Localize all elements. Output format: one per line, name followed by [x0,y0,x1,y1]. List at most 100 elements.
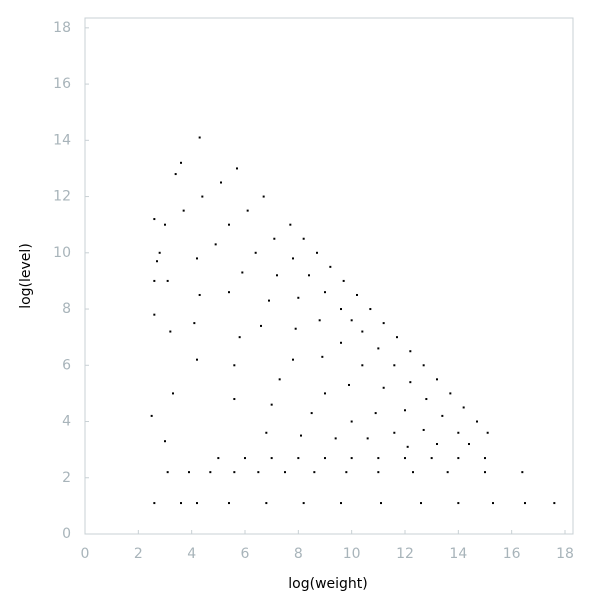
point [404,409,406,412]
point [268,299,270,302]
point [297,296,300,299]
x-axis-title: log(weight) [288,576,367,592]
point [425,398,428,401]
point [441,414,444,417]
point [342,279,345,282]
point [241,271,244,274]
y-axis-title: log(level) [18,243,34,309]
point [150,414,153,417]
point [369,308,372,311]
point [153,502,156,505]
point [321,355,324,358]
point [238,336,241,339]
y-tick-label: 12 [53,189,71,205]
point [278,378,281,381]
point [292,257,294,260]
y-tick-label: 18 [53,20,71,36]
point [228,502,230,505]
point [246,209,249,212]
x-tick-label: 0 [81,546,90,562]
x-tick-label: 10 [343,546,361,562]
point [302,502,305,505]
point [284,471,286,474]
point [409,350,412,353]
x-tick-label: 16 [503,546,521,562]
point [244,457,246,460]
plot-frame [84,17,574,535]
point [233,398,236,401]
point [209,471,212,474]
point [377,471,380,474]
point [345,471,348,474]
point [182,209,185,212]
point [521,471,524,474]
point [300,434,302,437]
point [404,457,406,460]
y-tick-label: 6 [62,357,71,373]
point [476,420,478,423]
point [228,223,230,226]
point [553,502,556,505]
x-tick-label: 18 [556,546,574,562]
point [265,431,268,434]
point [382,386,385,389]
point [382,322,385,325]
point [348,383,350,386]
y-tick-label: 4 [62,414,71,430]
point [180,502,182,505]
point [356,293,358,296]
point [310,412,313,415]
point [350,420,353,423]
point [324,457,326,460]
point [164,223,166,226]
point [153,279,156,282]
point [198,136,201,139]
point [468,443,470,446]
point [486,431,489,434]
point [201,195,204,198]
x-tick-label: 6 [241,546,250,562]
point [220,181,222,184]
y-tick-label: 8 [62,301,71,317]
point [273,237,276,240]
x-tick-label: 4 [187,546,196,562]
point [524,502,526,505]
point [430,457,433,460]
point [457,457,460,460]
point [294,327,297,330]
point [289,223,292,226]
point [217,457,220,460]
x-tick-label: 2 [134,546,143,562]
point [172,392,174,395]
y-tick-label: 16 [53,76,71,92]
point [169,330,172,333]
point [158,251,161,254]
point [180,161,182,164]
x-tick-label: 14 [449,546,467,562]
point [422,364,425,367]
point [174,173,177,176]
point [350,457,353,460]
point [254,251,257,254]
point [164,440,166,443]
point [156,260,158,263]
point [233,364,236,367]
point [457,502,460,505]
point [196,502,198,505]
point [260,324,262,327]
point [329,265,332,268]
point [196,257,198,260]
point [302,237,305,240]
point [297,457,300,460]
point [393,431,396,434]
y-tick-label: 14 [53,132,71,148]
point [449,392,452,395]
point [214,243,217,246]
point [409,381,412,384]
point [361,364,364,367]
point [262,195,265,198]
point [422,428,425,431]
point [233,471,236,474]
